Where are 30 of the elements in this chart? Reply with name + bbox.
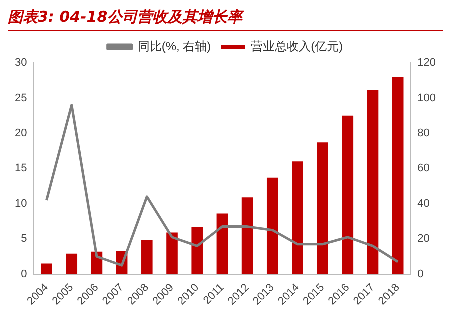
y-tick-label: 20 <box>14 127 28 140</box>
y-tick-label: 5 <box>21 233 28 246</box>
y2-tick-label: 40 <box>418 198 430 210</box>
y-tick-label: 0 <box>21 268 28 280</box>
chart-title: 图表3: 04-18公司营收及其增长率 <box>8 8 443 31</box>
legend-label: 同比(%, 右轴) <box>138 39 212 54</box>
bar <box>216 214 228 274</box>
y-tick-label: 30 <box>14 57 28 70</box>
y-tick-label: 15 <box>14 162 28 175</box>
bar <box>266 178 278 274</box>
y2-tick-label: 60 <box>418 162 430 175</box>
bar <box>317 142 328 274</box>
bar <box>41 264 52 274</box>
bar <box>392 77 404 274</box>
bar <box>242 198 254 274</box>
bar <box>166 232 178 274</box>
bar <box>292 162 304 274</box>
bar <box>192 227 203 274</box>
bar <box>367 90 379 274</box>
bar <box>342 116 354 274</box>
y2-tick-label: 100 <box>418 92 436 104</box>
y-tick-label: 25 <box>14 92 28 104</box>
bar <box>66 254 78 274</box>
y2-tick-label: 80 <box>418 127 430 140</box>
legend-label: 营业总收入(亿元) <box>251 39 344 54</box>
y2-tick-label: 120 <box>418 57 436 70</box>
bar <box>142 240 153 274</box>
y-tick-label: 10 <box>14 198 28 210</box>
y2-tick-label: 20 <box>418 233 430 246</box>
y2-tick-label: 0 <box>418 268 424 280</box>
